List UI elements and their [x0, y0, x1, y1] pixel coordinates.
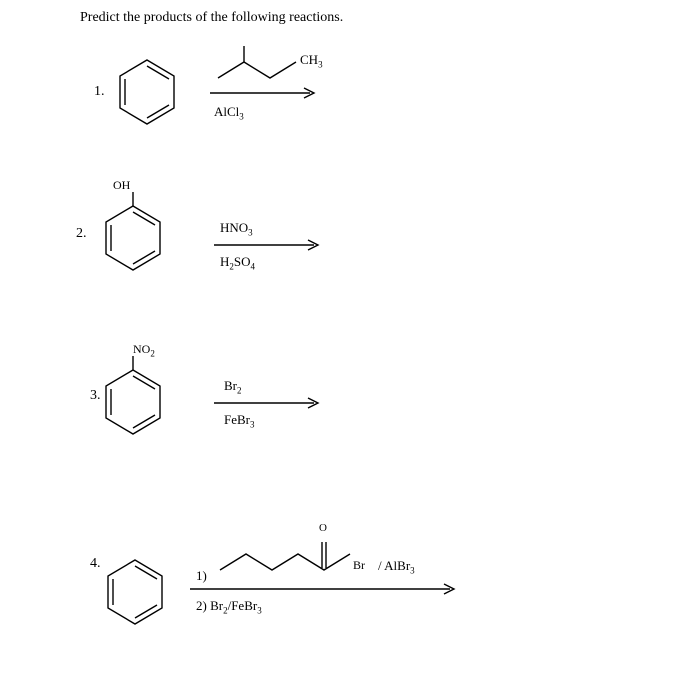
q2-number: 2.: [76, 226, 87, 242]
q4-acylbromide: [216, 526, 364, 576]
q2-reagent2: H2SO4: [220, 254, 255, 272]
q1-benzene: [112, 54, 182, 132]
q4-albr-label: / AlBr3: [378, 558, 415, 576]
q1-ch3-label: CH3: [300, 52, 323, 70]
q1-arrow: [210, 86, 320, 100]
q3-nitrobenzene: [94, 354, 172, 442]
q2-phenol: [94, 190, 172, 278]
q1-reagent: AlCl3: [214, 104, 244, 122]
q3-reagent2: FeBr3: [224, 412, 255, 430]
q3-reagent1: Br2: [224, 378, 242, 396]
page-title: Predict the products of the following re…: [80, 10, 343, 26]
q4-step2-label: 2) Br2/FeBr3: [196, 598, 262, 616]
q1-number: 1.: [94, 84, 105, 100]
q4-benzene: [100, 554, 170, 632]
q4-number: 4.: [90, 556, 101, 572]
q3-arrow: [214, 396, 324, 410]
q2-reagent1: HNO3: [220, 220, 253, 238]
q4-arrow: [190, 582, 460, 596]
q4-o-label: O: [319, 522, 327, 534]
q4-br-label: Br: [353, 558, 365, 573]
q2-arrow: [214, 238, 324, 252]
